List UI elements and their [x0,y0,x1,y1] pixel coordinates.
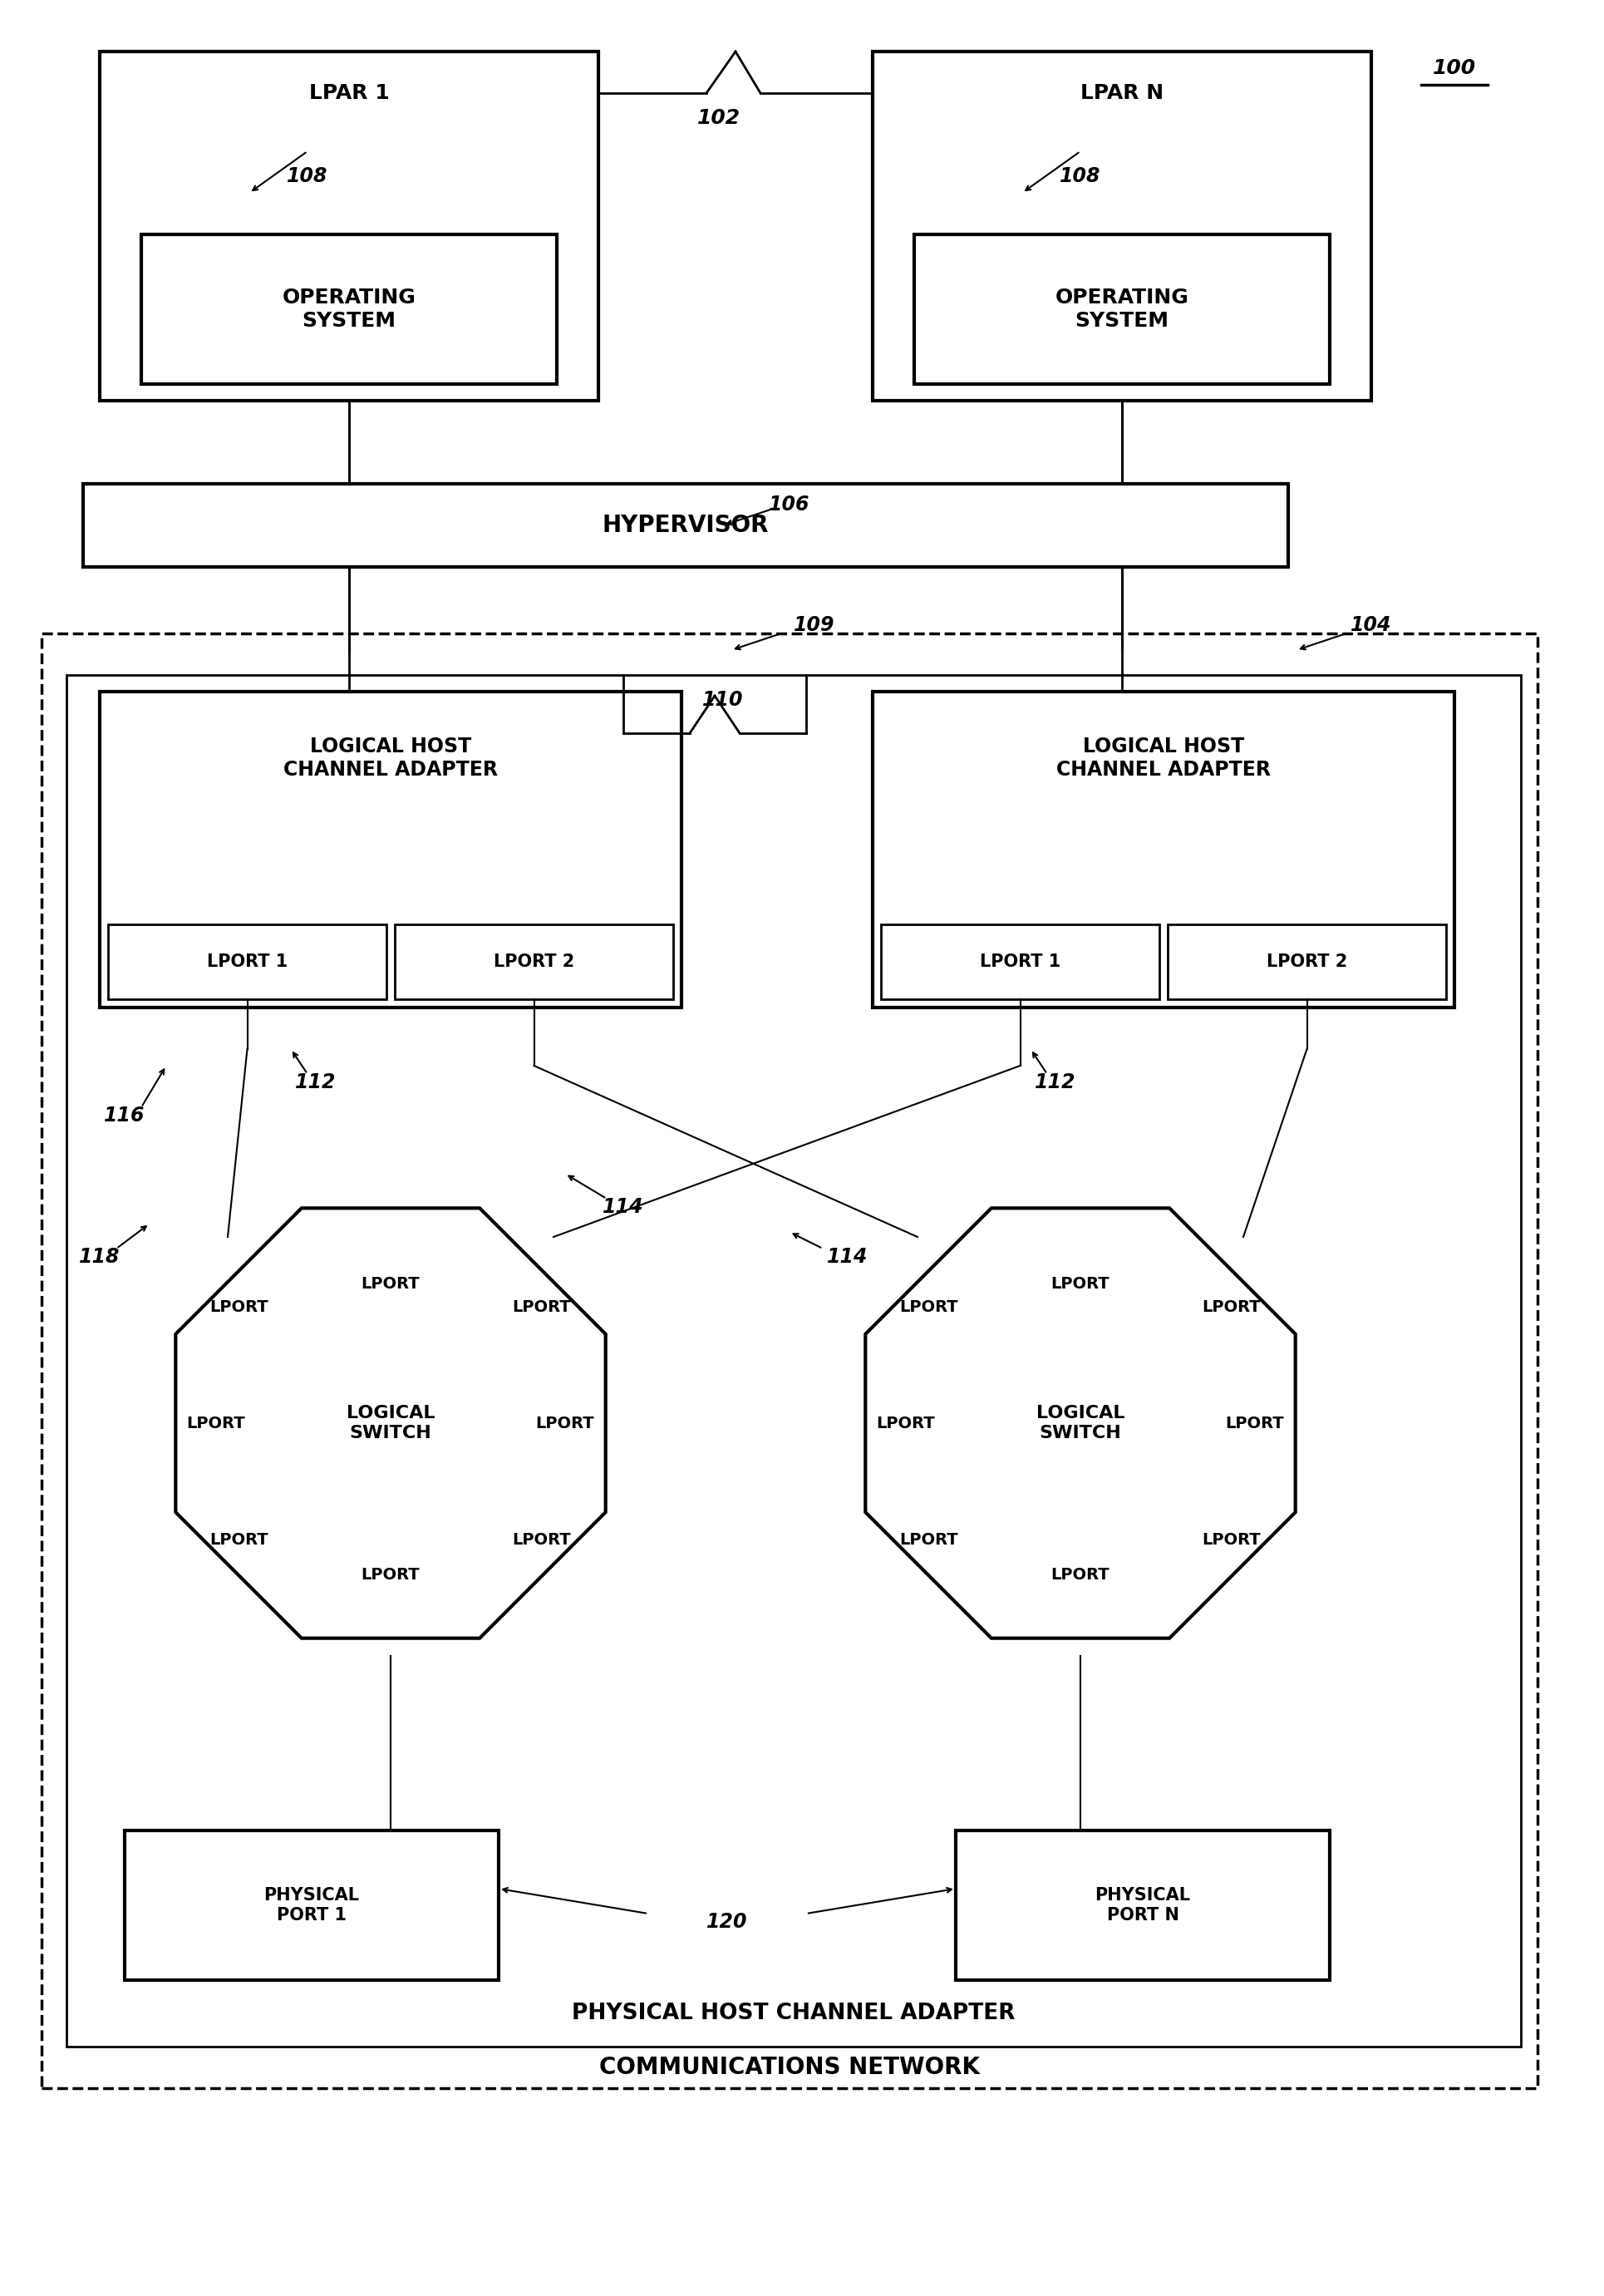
FancyBboxPatch shape [99,691,682,1008]
Text: LOGICAL
SWITCH: LOGICAL SWITCH [346,1405,435,1442]
Text: 108: 108 [287,165,329,186]
Polygon shape [175,1208,606,1637]
FancyBboxPatch shape [99,51,598,402]
Text: 116: 116 [104,1107,146,1125]
Text: LPORT: LPORT [1203,1531,1261,1548]
Text: LPORT: LPORT [210,1300,269,1316]
Text: PHYSICAL
PORT 1: PHYSICAL PORT 1 [265,1887,359,1924]
Text: PHYSICAL
PORT N: PHYSICAL PORT N [1096,1887,1190,1924]
Text: LOGICAL
SWITCH: LOGICAL SWITCH [1036,1405,1124,1442]
Text: LPORT: LPORT [1203,1300,1261,1316]
Text: LPORT: LPORT [1225,1414,1285,1430]
Text: LPORT 1: LPORT 1 [207,953,287,971]
Text: OPERATING
SYSTEM: OPERATING SYSTEM [282,287,415,331]
Text: LPORT 2: LPORT 2 [1267,953,1347,971]
FancyBboxPatch shape [956,1830,1330,1979]
Text: LPORT 2: LPORT 2 [494,953,574,971]
FancyBboxPatch shape [1168,925,1447,999]
Text: LPORT: LPORT [876,1414,935,1430]
Text: 114: 114 [603,1196,643,1217]
Text: LPORT: LPORT [361,1566,420,1582]
Text: LPORT: LPORT [186,1414,245,1430]
FancyBboxPatch shape [125,1830,499,1979]
Text: LPAR 1: LPAR 1 [310,83,390,103]
Text: PHYSICAL HOST CHANNEL ADAPTER: PHYSICAL HOST CHANNEL ADAPTER [573,2002,1015,2025]
FancyBboxPatch shape [83,484,1288,567]
Text: LPORT: LPORT [210,1531,269,1548]
Text: COMMUNICATIONS NETWORK: COMMUNICATIONS NETWORK [600,2055,980,2080]
Text: LOGICAL HOST
CHANNEL ADAPTER: LOGICAL HOST CHANNEL ADAPTER [284,737,497,781]
FancyBboxPatch shape [42,634,1538,2087]
Text: LPORT: LPORT [536,1414,595,1430]
Text: 109: 109 [794,615,836,636]
Text: LPORT: LPORT [1051,1566,1110,1582]
Text: 120: 120 [707,1913,747,1931]
FancyBboxPatch shape [395,925,674,999]
Text: 114: 114 [828,1247,868,1267]
Text: 110: 110 [703,691,744,709]
Text: LPORT: LPORT [900,1300,959,1316]
Polygon shape [866,1208,1296,1637]
Text: HYPERVISOR: HYPERVISOR [603,514,768,537]
Text: LPORT: LPORT [900,1531,959,1548]
Text: OPERATING
SYSTEM: OPERATING SYSTEM [1055,287,1189,331]
Text: 108: 108 [1060,165,1100,186]
Text: LPORT: LPORT [513,1531,571,1548]
Text: LPORT: LPORT [513,1300,571,1316]
Text: 112: 112 [295,1072,337,1093]
Text: LPORT: LPORT [361,1277,420,1290]
FancyBboxPatch shape [873,691,1455,1008]
Text: 104: 104 [1351,615,1392,636]
Text: LPAR N: LPAR N [1081,83,1163,103]
FancyBboxPatch shape [66,675,1521,2046]
Text: 100: 100 [1432,57,1476,78]
FancyBboxPatch shape [873,51,1371,402]
FancyBboxPatch shape [881,925,1160,999]
Text: 112: 112 [1035,1072,1076,1093]
FancyBboxPatch shape [914,234,1330,383]
Text: 118: 118 [79,1247,120,1267]
Text: LOGICAL HOST
CHANNEL ADAPTER: LOGICAL HOST CHANNEL ADAPTER [1057,737,1270,781]
FancyBboxPatch shape [107,925,387,999]
FancyBboxPatch shape [141,234,557,383]
Text: LPORT: LPORT [1051,1277,1110,1290]
Text: 102: 102 [698,108,741,129]
Text: 106: 106 [768,494,810,514]
Text: LPORT 1: LPORT 1 [980,953,1060,971]
